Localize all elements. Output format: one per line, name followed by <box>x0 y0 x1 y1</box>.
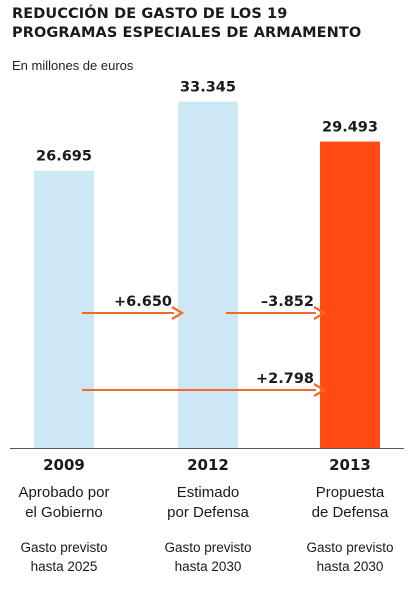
note-2013-line-2: hasta 2030 <box>317 559 384 574</box>
year-label-2012: 2012 <box>187 456 229 474</box>
description-2009-line-2: el Gobierno <box>25 504 103 521</box>
change-arrow-head-1 <box>171 306 185 320</box>
year-label-2013: 2013 <box>329 456 371 474</box>
bar-value-label-2012: 33.345 <box>180 80 236 96</box>
bar-value-label-2013: 29.493 <box>322 120 378 136</box>
chart-title: REDUCCIÓN DE GASTO DE LOS 19 PROGRAMAS E… <box>12 6 362 41</box>
bar-value-label-2009: 26.695 <box>36 149 92 165</box>
change-label-3: +2.798 <box>256 371 314 387</box>
description-2009-line-1: Aprobado por <box>19 484 110 501</box>
change-label-1: +6.650 <box>114 294 172 310</box>
description-2012-line-2: por Defensa <box>167 504 249 521</box>
description-2013-line-2: de Defensa <box>312 504 389 521</box>
note-2009-line-1: Gasto previsto <box>20 540 107 555</box>
note-2012-line-2: hasta 2030 <box>175 559 242 574</box>
bar-2012 <box>178 101 238 449</box>
chart-subtitle: En millones de euros <box>12 58 134 73</box>
change-arrow-head-2 <box>313 306 327 320</box>
year-label-2009: 2009 <box>43 456 85 474</box>
bar-2009 <box>34 170 94 448</box>
note-2009-line-2: hasta 2025 <box>31 559 98 574</box>
change-label-2: –3.852 <box>261 294 314 310</box>
bar-2013 <box>320 141 380 448</box>
note-2012-line-1: Gasto previsto <box>164 540 251 555</box>
description-2012-line-1: Estimado <box>177 484 240 501</box>
note-2013-line-1: Gasto previsto <box>306 540 393 555</box>
description-2013-line-1: Propuesta <box>316 484 385 501</box>
change-arrow-head-3 <box>313 383 327 397</box>
